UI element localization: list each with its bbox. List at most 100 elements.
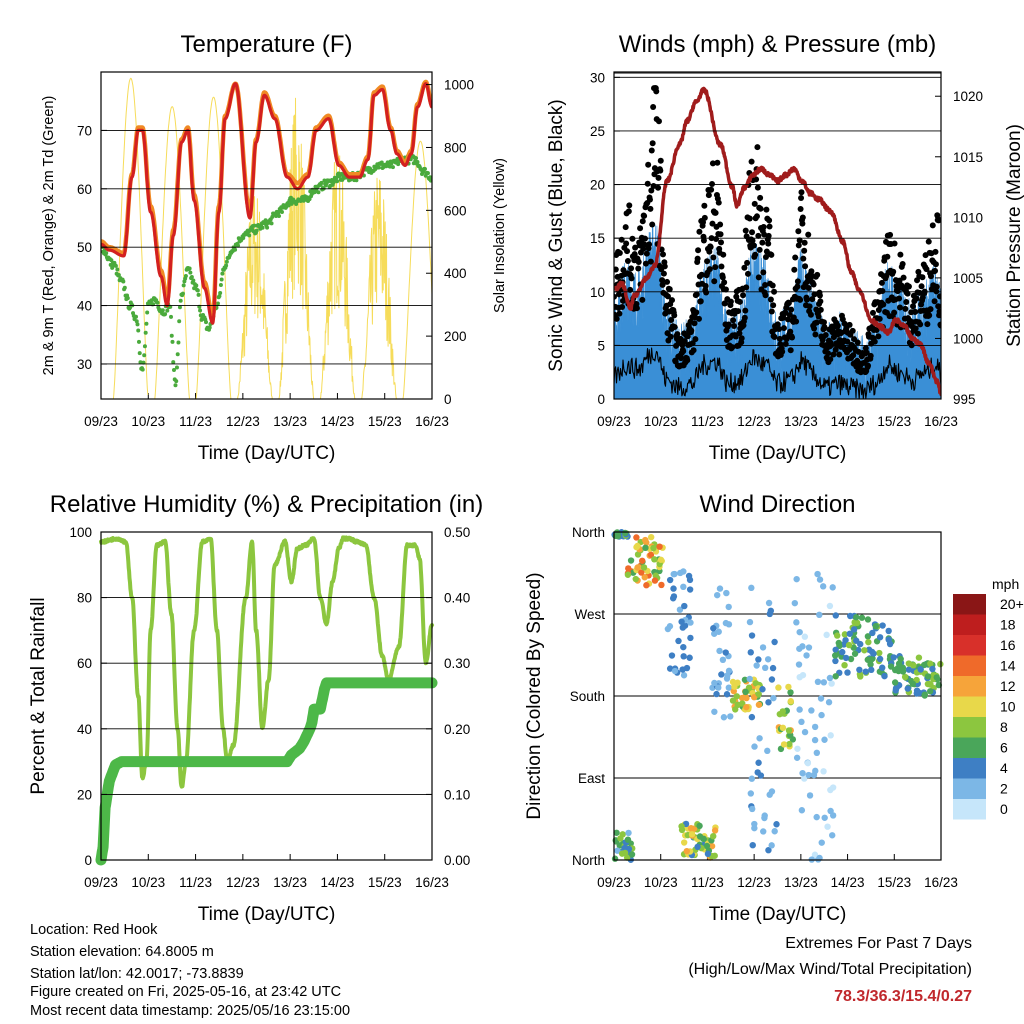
dewpoint-point	[176, 340, 181, 345]
y-axis-label-right: Solar Insolation (Yellow)	[492, 158, 508, 313]
direction-point	[801, 728, 809, 736]
direction-point	[679, 666, 686, 673]
dewpoint-point	[260, 225, 265, 230]
extremes-subtitle: (High/Low/Max Wind/Total Precipitation)	[688, 961, 972, 978]
dewpoint-point	[116, 273, 121, 278]
direction-point	[917, 666, 924, 673]
direction-point	[676, 606, 684, 613]
gust-point	[709, 160, 716, 167]
direction-point	[755, 759, 762, 766]
direction-point	[850, 626, 858, 633]
legend-swatch	[953, 758, 986, 779]
direction-point	[680, 643, 687, 651]
gust-point	[614, 315, 620, 322]
dewpoint-point	[224, 263, 229, 268]
direction-point	[687, 634, 694, 642]
gust-point	[776, 335, 783, 342]
gust-point	[736, 330, 743, 337]
gust-point	[902, 305, 909, 312]
gust-point	[642, 235, 649, 242]
x-tick-label: 14/23	[321, 875, 355, 890]
gust-point	[707, 243, 714, 250]
direction-point	[819, 583, 827, 590]
dewpoint-point	[219, 277, 224, 282]
gust-point	[709, 180, 716, 187]
direction-point	[891, 666, 899, 674]
gust-point	[936, 308, 941, 315]
dewpoint-point	[276, 214, 281, 219]
dewpoint-point	[121, 279, 126, 284]
gust-point	[897, 251, 904, 258]
direction-point	[804, 759, 812, 767]
direction-point	[876, 655, 884, 663]
direction-point	[678, 618, 685, 625]
gust-point	[813, 319, 820, 326]
direction-point	[786, 740, 793, 748]
gust-point	[791, 266, 798, 273]
gust-point	[817, 298, 824, 305]
legend-label: 6	[1000, 740, 1008, 756]
gust-point	[740, 292, 747, 299]
direction-point	[723, 589, 730, 597]
y-tick-label: 5	[597, 338, 605, 353]
direction-point	[869, 629, 876, 637]
dewpoint-point	[142, 344, 147, 349]
direction-point	[765, 846, 772, 854]
dewpoint-point	[113, 263, 118, 268]
x-tick-label: 09/23	[597, 414, 631, 429]
gust-point	[802, 263, 809, 270]
gust-point	[917, 321, 924, 328]
dewpoint-point	[194, 283, 199, 288]
direction-point	[793, 575, 800, 583]
direction-point	[624, 836, 632, 843]
panel-3: Relative Humidity (%) & Precipitation (i…	[28, 491, 483, 925]
direction-point	[759, 644, 767, 651]
direction-point	[803, 652, 810, 659]
y-tick-label: West	[574, 607, 605, 622]
direction-point	[650, 544, 657, 552]
gust-point	[753, 213, 760, 220]
direction-point	[714, 591, 721, 599]
direction-point	[811, 851, 819, 858]
dewpoint-point	[376, 165, 381, 170]
gust-point	[655, 118, 662, 125]
x-tick-label: 14/23	[321, 414, 355, 429]
legend-title: mph	[992, 576, 1019, 592]
chart-title: Wind Direction	[699, 491, 855, 518]
gust-point	[761, 231, 768, 238]
direction-point	[742, 688, 749, 696]
legend-swatch	[953, 614, 986, 635]
dewpoint-point	[171, 368, 176, 373]
solar-line	[112, 77, 149, 399]
gust-point	[717, 231, 724, 238]
x-tick-label: 09/23	[84, 875, 118, 890]
direction-point	[847, 655, 855, 663]
direction-point	[634, 564, 641, 571]
direction-point	[864, 656, 871, 663]
x-tick-label: 09/23	[597, 875, 631, 890]
direction-point	[816, 611, 823, 619]
gust-point	[712, 209, 719, 216]
gust-point	[704, 258, 711, 265]
gust-point	[934, 212, 941, 219]
dewpoint-point	[252, 223, 257, 228]
gust-point	[796, 237, 803, 244]
direction-point	[924, 680, 932, 688]
gust-point	[749, 229, 756, 236]
direction-point	[842, 654, 850, 662]
gust-point	[757, 205, 764, 212]
direction-point	[904, 685, 911, 692]
direction-point	[927, 660, 934, 667]
gust-point	[762, 281, 769, 288]
x-tick-label: 16/23	[415, 414, 449, 429]
direction-point	[723, 691, 731, 698]
legend-swatch	[953, 594, 986, 615]
y-tick-label-right: 800	[444, 140, 467, 155]
direction-point	[640, 564, 648, 571]
direction-point	[770, 694, 777, 702]
gust-point	[742, 227, 749, 234]
dewpoint-point	[233, 247, 238, 252]
gust-point	[705, 192, 712, 199]
direction-point	[711, 827, 719, 834]
gust-point	[827, 356, 834, 363]
